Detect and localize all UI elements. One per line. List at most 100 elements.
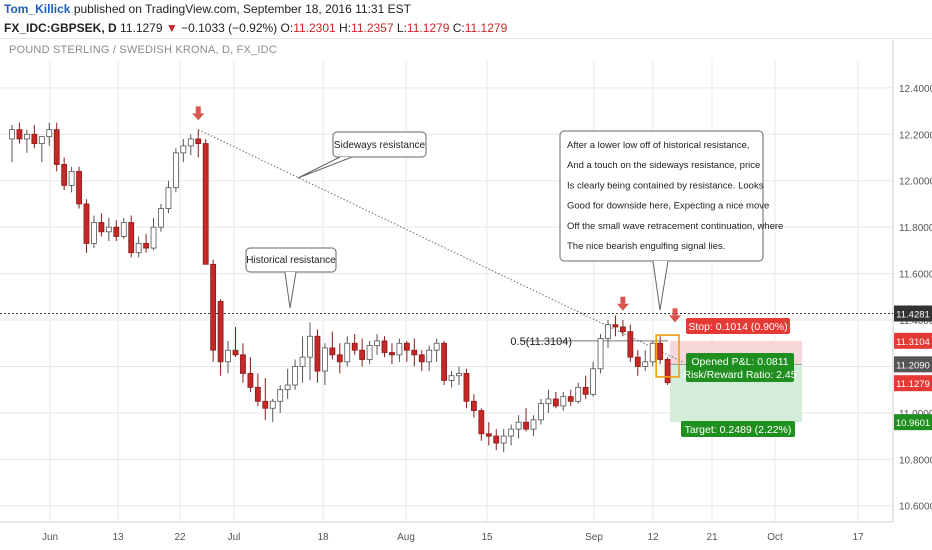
last-price: 11.1279 [120,21,163,35]
price-tag-label: 10.9601 [896,418,930,429]
candle [150,226,157,249]
y-tick-label: 11.6000 [899,270,932,281]
candle [128,222,135,254]
x-tick-label: Jul [228,532,241,543]
x-tick-label: 22 [174,532,186,543]
candle [187,138,194,147]
analysis-note-line: Is clearly being contained by resistance… [567,180,764,191]
x-tick-label: 21 [706,532,718,543]
risk-reward-label: Risk/Reward Ratio: 2.45 [683,369,796,381]
candle [321,347,328,372]
x-tick-label: 13 [112,532,124,543]
candle [61,164,68,186]
candle [195,138,202,144]
x-tick-label: Oct [767,532,783,543]
x-tick-label: 15 [481,532,493,543]
candle [210,263,217,351]
candle [38,136,45,144]
candle [240,354,246,374]
candle [225,349,231,363]
candle [478,410,485,435]
candle [642,361,649,367]
engulfing-highlight-box [655,334,680,378]
down-arrow-icon [620,296,626,304]
analysis-note-line: And a touch on the sideways resistance, … [567,160,760,171]
ohlc-close-value: 11.1279 [464,21,508,35]
candle [634,356,641,367]
down-arrow-icon [192,113,205,121]
candle [292,366,299,386]
candle [605,324,611,339]
candle [470,400,477,411]
price-tag [894,356,932,373]
candle [284,384,291,391]
x-tick-label: Sep [585,532,603,543]
candle [657,342,664,360]
candle [307,335,313,358]
candle [135,243,142,254]
author-link[interactable]: Tom_Killick [4,2,71,16]
candle [9,129,15,140]
candle [523,421,529,430]
candle [597,338,604,370]
candle [485,433,492,437]
candle [247,373,254,388]
pnl-box [686,353,794,382]
candle [299,356,306,367]
target-label: Target: 0.2489 (2.22%) [685,424,792,436]
y-tick-label: 12.2000 [899,130,932,141]
analysis-note-line: Off the small wave retracement continuat… [567,221,783,232]
price-change: −0.1033 (−0.92%) [181,21,278,35]
candle [344,342,351,363]
price-tag-label: 11.3104 [896,337,930,348]
candle [277,389,284,402]
candle [120,222,127,237]
candle [508,428,515,437]
candle [560,396,567,407]
candle [426,349,433,363]
candle [620,326,626,333]
sideways-resistance-callout [332,131,427,158]
candle [530,419,537,430]
y-tick-label: 11.8000 [899,223,932,234]
ohlc-low-value: 11.1279 [406,21,450,35]
candle [351,342,358,351]
candle [143,243,150,249]
price-tag-label: 11.4281 [896,309,930,320]
fib-level-label: 0.5(11.3104) [510,336,572,348]
candle [627,331,634,358]
symbol-line: FX_IDC:GBPSEK, D 11.1279 ▼ −0.1033 (−0.9… [4,21,507,35]
price-tag [894,305,932,322]
candle [493,435,500,444]
opened-pnl-label: Opened P&L: 0.0811 [691,356,788,368]
candle [456,373,462,377]
candle [232,349,239,356]
publisher-line: Tom_Killick published on TradingView.com… [4,2,411,16]
stop-label: Stop: 0.1014 (0.90%) [688,321,787,333]
candle [381,340,388,353]
y-tick-label: 12.0000 [899,177,932,188]
candle [180,145,187,154]
change-arrow-icon: ▼ [165,21,178,35]
candle [31,133,38,144]
candle [83,203,90,244]
symbol-name: FX_IDC:GBPSEK, D [4,21,117,35]
candle [46,129,53,138]
candle [68,171,75,186]
candle [105,226,112,233]
sideways-resistance-label: Sideways resistance [334,140,426,151]
ohlc-open-value: 11.2301 [293,21,336,35]
candle [269,400,276,409]
candle [53,129,60,165]
x-tick-label: 17 [852,532,864,543]
price-tag-label: 11.2090 [896,360,930,371]
x-tick-label: 18 [317,532,329,543]
ohlc-open-label: O: [280,21,294,35]
callout-pointer [284,271,297,309]
candle [664,359,671,384]
y-tick-label: 12.4000 [899,84,932,95]
candle [612,324,619,328]
stop-label-box [686,318,790,334]
candle [366,345,373,360]
